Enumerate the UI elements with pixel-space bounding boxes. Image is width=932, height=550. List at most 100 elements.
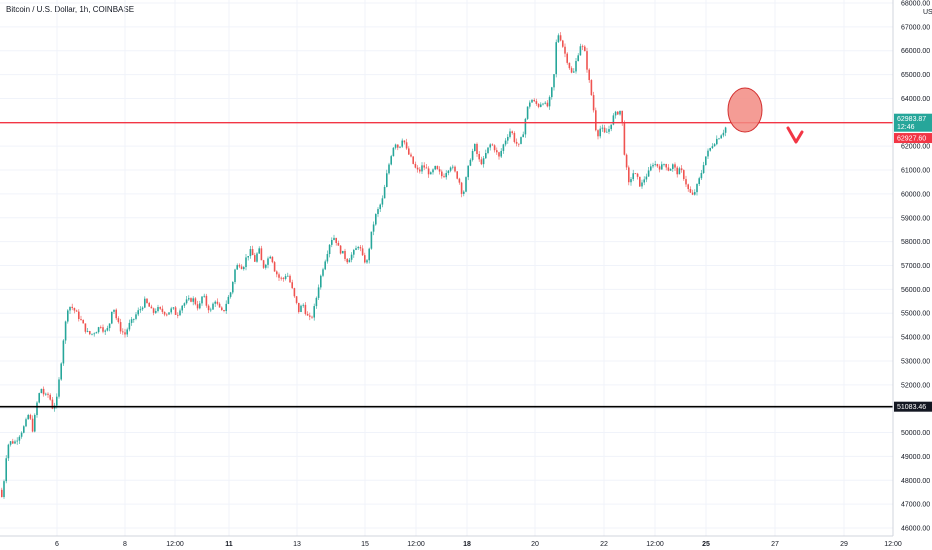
candle-body xyxy=(463,191,465,194)
candle-body xyxy=(348,259,351,263)
candle-body xyxy=(355,248,357,251)
candle-body xyxy=(401,140,403,147)
candle-body xyxy=(56,396,58,406)
candle-body xyxy=(25,419,27,427)
candle-body xyxy=(359,247,362,249)
candle-body xyxy=(163,311,166,315)
time-axis[interactable]: 6 8 12:00 11 13 15 12:00 18 20 22 12:00 25 27 29 12:00 xyxy=(55,541,902,548)
y-tick-label: 66000.00 xyxy=(901,48,930,55)
candle-body xyxy=(568,62,571,69)
candle-body xyxy=(614,111,617,116)
candle-body xyxy=(269,256,271,259)
candle-body xyxy=(370,231,373,249)
candle-body xyxy=(161,308,164,312)
candle-body xyxy=(322,269,324,276)
candle-body xyxy=(115,309,117,319)
y-tick-label: 68000.00 xyxy=(901,1,930,8)
candle-body xyxy=(654,164,656,165)
candle-body xyxy=(513,133,516,142)
candle-body xyxy=(122,331,124,333)
candle-body xyxy=(20,432,23,437)
candle-body xyxy=(386,173,388,187)
candle-body xyxy=(240,266,243,270)
candle-body xyxy=(570,68,573,73)
candle-body xyxy=(399,146,401,148)
price-tag xyxy=(894,401,932,412)
candle-body xyxy=(716,138,718,145)
candle-body xyxy=(45,393,47,395)
candle-body xyxy=(146,298,148,303)
candle-body xyxy=(421,165,423,172)
candle-body xyxy=(643,179,645,183)
candle-body xyxy=(652,164,654,167)
candle-body xyxy=(273,262,276,272)
candle-body xyxy=(289,275,291,283)
candle-body xyxy=(445,173,447,178)
candle-body xyxy=(291,282,293,289)
candle-body xyxy=(628,167,630,183)
y-tick-label: 62000.00 xyxy=(901,144,930,151)
candle-body xyxy=(203,295,205,297)
candle-body xyxy=(507,136,509,141)
candle-body xyxy=(302,304,304,306)
candle-body xyxy=(498,152,500,157)
candle-body xyxy=(298,302,300,312)
y-tick-label: 49000.00 xyxy=(901,454,930,461)
candle-body xyxy=(405,142,408,149)
candle-body xyxy=(542,103,544,105)
candle-body xyxy=(408,148,410,155)
candle-body xyxy=(680,168,683,171)
candle-body xyxy=(465,177,467,192)
candle-body xyxy=(562,40,564,47)
candle-body xyxy=(575,61,577,72)
candle-body xyxy=(705,156,707,166)
candle-body xyxy=(434,165,436,170)
candle-body xyxy=(694,192,696,195)
candle-body xyxy=(361,248,364,256)
candle-body xyxy=(656,164,659,167)
y-tick-label: 52000.00 xyxy=(901,382,930,389)
y-tick-label: 50000.00 xyxy=(901,430,930,437)
candle-body xyxy=(64,321,67,341)
candle-body xyxy=(141,307,144,310)
candle-body xyxy=(201,296,203,304)
candle-body xyxy=(16,440,18,442)
x-tick-label: 27 xyxy=(771,541,779,548)
candle-body xyxy=(702,165,705,174)
candle-body xyxy=(267,258,269,265)
candle-body xyxy=(377,209,379,215)
candle-body xyxy=(711,146,714,148)
candle-body xyxy=(366,260,368,263)
candle-body xyxy=(518,143,520,145)
candle-body xyxy=(467,165,469,178)
candle-body xyxy=(357,247,359,249)
candle-body xyxy=(185,299,188,304)
candle-body xyxy=(73,307,76,311)
candle-body xyxy=(80,319,82,320)
candle-body xyxy=(170,308,172,313)
candle-body xyxy=(190,298,192,302)
candle-body xyxy=(423,165,425,168)
y-tick-label: 55000.00 xyxy=(901,311,930,318)
candle-body xyxy=(245,257,247,268)
candle-body xyxy=(414,163,417,168)
candle-body xyxy=(62,340,65,364)
price-axis[interactable]: 46000.00 47000.00 48000.00 49000.00 50000.00… xyxy=(901,1,932,533)
candle-body xyxy=(529,102,531,107)
candle-body xyxy=(476,143,478,155)
candle-body xyxy=(113,309,115,312)
candle-body xyxy=(34,415,36,432)
candle-body xyxy=(89,331,91,335)
candle-body xyxy=(350,254,353,260)
candle-body xyxy=(23,426,25,433)
x-tick-label: 12:00 xyxy=(166,541,184,548)
candle-body xyxy=(258,248,260,254)
candle-body xyxy=(168,312,170,315)
candle-body xyxy=(60,363,62,380)
candle-body xyxy=(91,333,93,335)
candle-body xyxy=(254,255,256,262)
y-tick-label: 64000.00 xyxy=(901,96,930,103)
candle-body xyxy=(650,166,652,171)
